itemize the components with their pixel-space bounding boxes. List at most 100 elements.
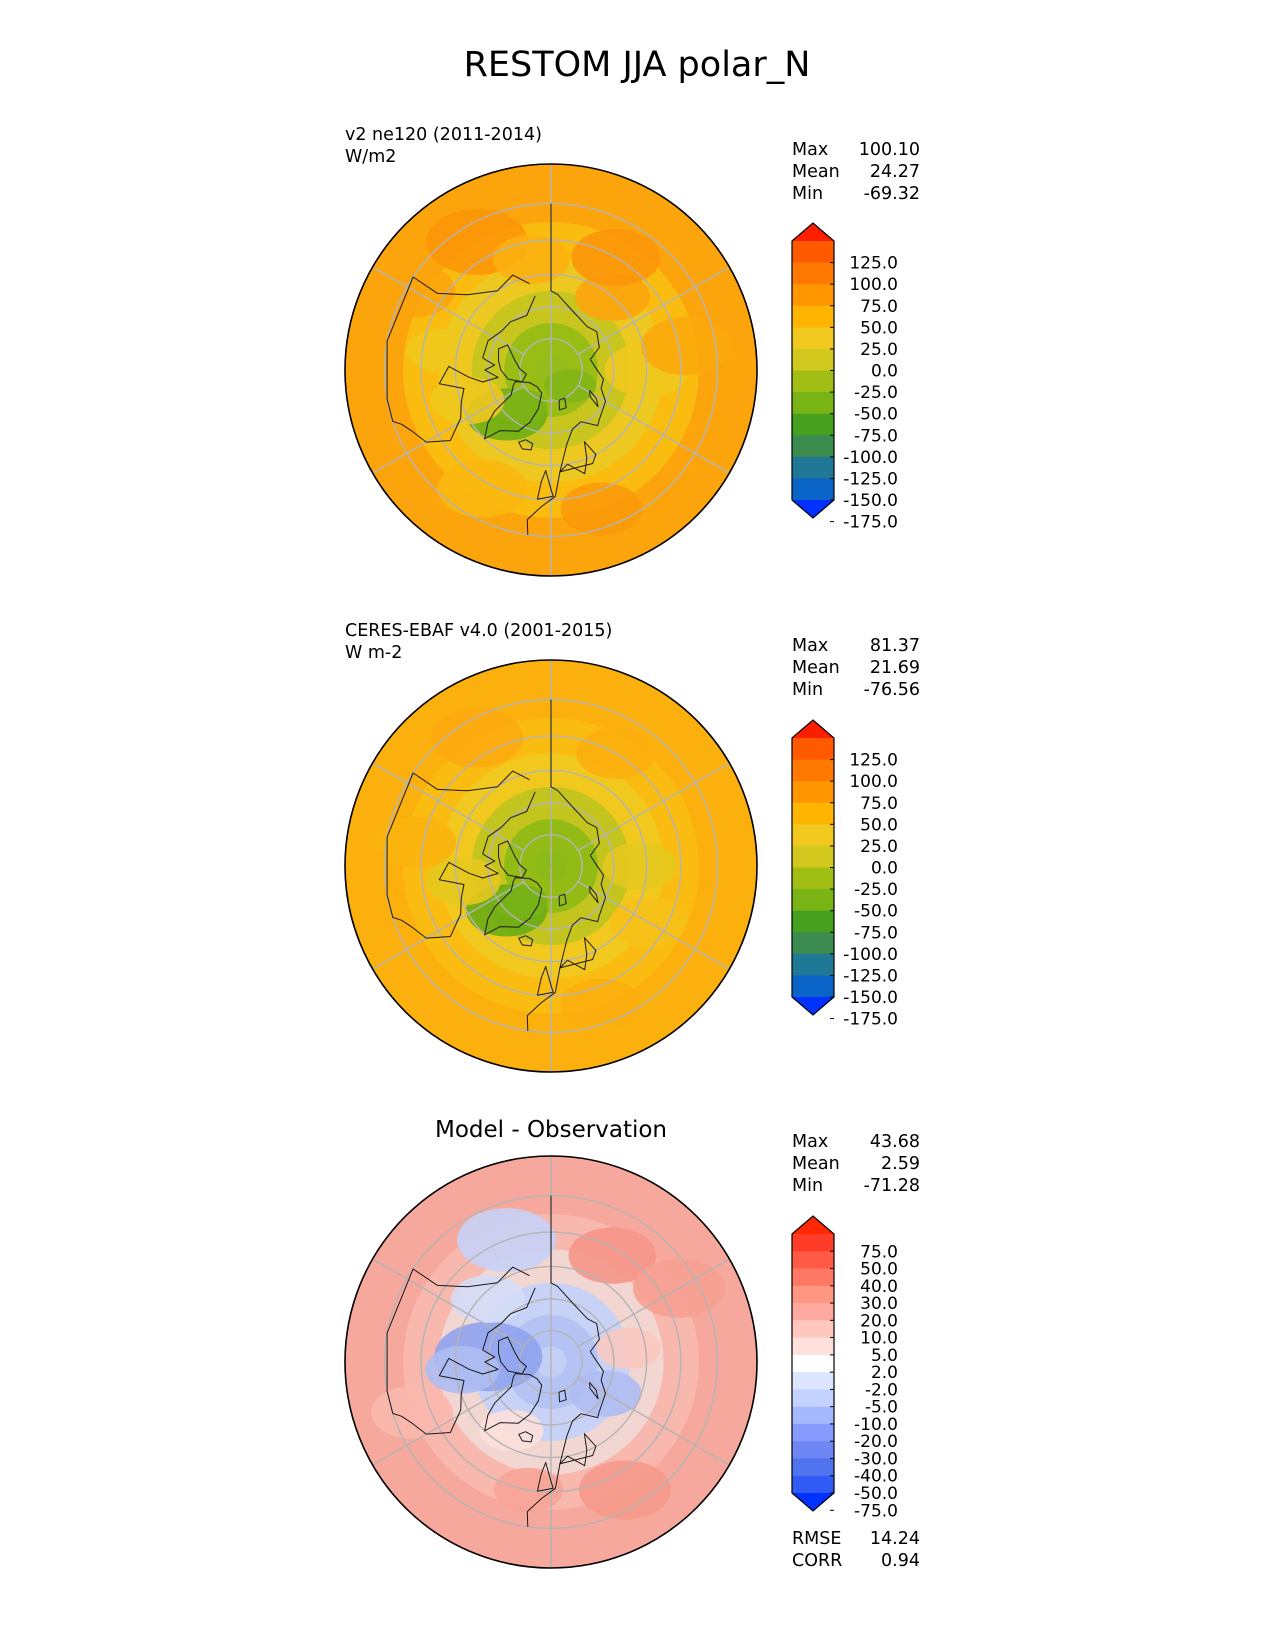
- colorbar-segment: [792, 413, 834, 436]
- coastline-novayaZemlya: [589, 886, 599, 904]
- stat-value: 24.27: [870, 162, 920, 182]
- colorbar: 75.050.040.030.020.010.05.02.0-2.0-5.0-1…: [791, 1215, 898, 1521]
- colorbar-segment: [792, 1389, 834, 1408]
- coastlines: [386, 1195, 606, 1527]
- stat-value: 43.68: [870, 1132, 920, 1152]
- coastlines: [386, 203, 606, 535]
- field-patch: [479, 1409, 544, 1452]
- colorbar-tick-label: 5.0: [871, 1346, 898, 1366]
- colorbar-tick-label: 0.0: [871, 859, 898, 879]
- meridian-line: [372, 880, 525, 970]
- coastline-britain: [536, 470, 554, 500]
- colorbar-segment: [792, 327, 834, 350]
- field-patch: [560, 482, 643, 536]
- colorbar-segment: [792, 435, 834, 458]
- colorbar-tick-label: -50.0: [854, 1484, 898, 1504]
- colorbar-tick-label: -75.0: [854, 426, 898, 446]
- coastline-novayaZemlya: [589, 390, 599, 408]
- colorbar-tick-label: -25.0: [854, 880, 898, 900]
- coastline-iceland: [518, 1431, 534, 1443]
- colorbar-segment: [792, 1441, 834, 1460]
- colorbar-segment: [792, 781, 834, 804]
- colorbar-tick-label: 20.0: [860, 1311, 898, 1331]
- coastline-iceland: [518, 439, 534, 451]
- field-patch: [376, 816, 457, 868]
- colorbar-segment: [792, 284, 834, 307]
- coastline-northAmerica: [386, 770, 536, 939]
- colorbar-segment: [792, 867, 834, 890]
- colorbar-tick-label: -175.0: [843, 1010, 898, 1030]
- coastline-greenland: [484, 1373, 543, 1432]
- colorbar-tick-label: -10.0: [854, 1415, 898, 1435]
- stat-name: Max: [792, 1132, 828, 1152]
- field-patch: [640, 317, 731, 376]
- colorbar-tick-label: -75.0: [854, 923, 898, 943]
- meridian-line: [372, 1376, 525, 1466]
- meridian-line: [372, 266, 525, 356]
- colorbar-segment: [792, 1423, 834, 1442]
- stat-name: Max: [792, 636, 828, 656]
- stat-name: Min: [792, 680, 823, 700]
- coastline-britain: [536, 1462, 554, 1492]
- meridian-line: [577, 266, 730, 356]
- map-field: [345, 164, 757, 576]
- colorbar-tick-label: -2.0: [865, 1380, 898, 1400]
- colorbar: 125.0100.075.050.025.00.0-25.0-50.0-75.0…: [791, 222, 898, 533]
- stat-value: 100.10: [859, 140, 920, 160]
- field-patch: [451, 1275, 526, 1323]
- coastline-greenland: [484, 877, 543, 936]
- meridian-line: [577, 1376, 730, 1466]
- colorbar-tick-label: -20.0: [854, 1432, 898, 1452]
- stat-name: Mean: [792, 658, 840, 678]
- colorbar-segment: [792, 1354, 834, 1373]
- coastline-svalbard: [558, 1389, 567, 1403]
- stat-value: -69.32: [864, 184, 920, 204]
- colorbar-tick-label: -50.0: [854, 405, 898, 425]
- map-panel-3: Model - Observation Max 43.68 Mean 2.59 Min -7…: [344, 1117, 920, 1571]
- panel-label: CERES-EBAF v4.0 (2001-2015): [345, 621, 612, 641]
- colorbar-tick-label: 2.0: [871, 1363, 898, 1383]
- meridian-line: [577, 762, 730, 852]
- field-patch: [596, 1327, 661, 1369]
- colorbar-tick-label: 25.0: [860, 837, 898, 857]
- colorbar-tick-label: -5.0: [865, 1398, 898, 1418]
- field-patch: [431, 708, 524, 768]
- colorbar-segment: [792, 1337, 834, 1356]
- stat-value: 2.59: [881, 1154, 920, 1174]
- colorbar-tick-label: -100.0: [843, 945, 898, 965]
- map-field: [345, 660, 757, 1072]
- colorbar-extend-bottom: [792, 997, 834, 1015]
- meridian-line: [372, 1258, 525, 1348]
- colorbar-tick-label: 100.0: [849, 772, 898, 792]
- colorbar-tick-label: 75.0: [860, 297, 898, 317]
- stat-value: -71.28: [864, 1176, 920, 1196]
- field-patch: [437, 459, 528, 518]
- colorbar-tick-label: -150.0: [843, 988, 898, 1008]
- colorbar-segment: [792, 1406, 834, 1425]
- colorbar-segment: [792, 1303, 834, 1321]
- stat-name: Mean: [792, 1154, 840, 1174]
- map-panel-2: CERES-EBAF v4.0 (2001-2015)W m-2 Max 81.37…: [344, 621, 920, 1073]
- coastline-northAmerica: [386, 1266, 536, 1435]
- coastline-scandinavia: [559, 441, 597, 475]
- colorbar-segment: [792, 392, 834, 415]
- colorbar-extend-top: [792, 1216, 834, 1234]
- colorbar-tick-label: 100.0: [849, 275, 898, 295]
- colorbar-tick-label: 30.0: [860, 1294, 898, 1314]
- colorbar-tick-label: 75.0: [860, 794, 898, 814]
- meridian-line: [577, 880, 730, 970]
- colorbar-tick-label: -150.0: [843, 491, 898, 511]
- map-panel-1: v2 ne120 (2011-2014)W/m2 Max 100.10 Mean 24.…: [344, 125, 920, 577]
- map-border: [344, 1155, 758, 1569]
- colorbar-tick-label: -125.0: [843, 469, 898, 489]
- colorbar-segment: [792, 1268, 834, 1287]
- coastline-novayaZemlya: [589, 1382, 599, 1400]
- metric-value: 14.24: [870, 1529, 920, 1549]
- colorbar-segment: [792, 370, 834, 393]
- colorbar-tick-label: -40.0: [854, 1467, 898, 1487]
- colorbar-segment: [792, 824, 834, 847]
- coastline-northAmerica: [386, 274, 536, 443]
- colorbar-tick-label: -50.0: [854, 902, 898, 922]
- stat-value: 21.69: [870, 658, 920, 678]
- colorbar-extend-top: [792, 223, 834, 241]
